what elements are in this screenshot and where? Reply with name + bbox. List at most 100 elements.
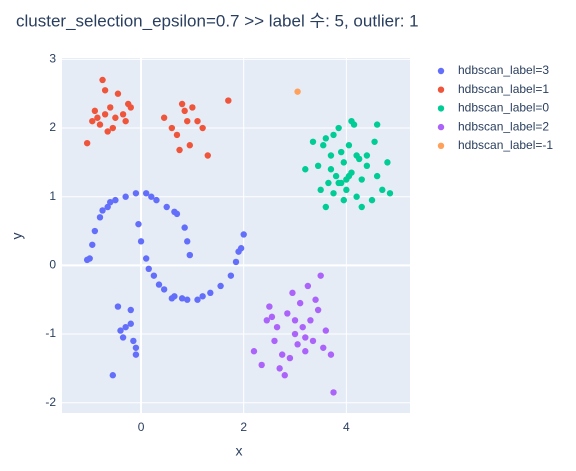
point [353, 193, 360, 200]
point [132, 190, 140, 197]
point [268, 313, 276, 321]
legend-marker[interactable] [437, 105, 445, 112]
legend-marker[interactable] [437, 67, 445, 75]
point [127, 320, 134, 327]
legend-label[interactable]: hdbscan_label=1 [458, 82, 549, 96]
y-tick-label: -1 [45, 326, 56, 340]
point [101, 111, 109, 118]
point [327, 351, 335, 358]
x-axis-title: x [236, 443, 243, 459]
legend-label[interactable]: hdbscan_label=3 [458, 63, 549, 77]
point [332, 172, 340, 180]
point [373, 121, 381, 128]
point [181, 107, 188, 115]
point [91, 227, 99, 235]
legend-label[interactable]: hdbscan_label=0 [458, 101, 549, 115]
point [109, 372, 117, 379]
point [142, 255, 150, 262]
point [122, 193, 129, 200]
point [314, 306, 322, 314]
point [322, 203, 330, 211]
point [104, 203, 111, 211]
point [309, 337, 317, 345]
point [155, 281, 163, 288]
point [307, 317, 314, 324]
legend-label[interactable]: hdbscan_label=-1 [458, 138, 553, 152]
point [335, 179, 342, 187]
point [94, 114, 101, 121]
point [276, 365, 283, 372]
y-tick-label: 2 [49, 120, 56, 134]
point [327, 152, 335, 159]
point [320, 344, 327, 351]
point [114, 90, 122, 97]
point [132, 351, 140, 358]
point [345, 172, 353, 180]
point [109, 124, 117, 132]
point [171, 208, 178, 216]
point [353, 152, 360, 159]
point [338, 148, 345, 156]
point [299, 323, 306, 331]
point [379, 186, 386, 194]
point [312, 296, 319, 303]
point [371, 138, 378, 145]
point [302, 348, 309, 355]
point [278, 351, 286, 358]
point [343, 186, 350, 194]
point [89, 117, 96, 125]
point [225, 97, 232, 104]
point [117, 327, 124, 334]
point [122, 323, 129, 331]
point [320, 142, 327, 149]
y-tick-label: 0 [49, 258, 56, 272]
point [302, 166, 309, 173]
legend-marker[interactable] [437, 86, 445, 93]
point [160, 114, 168, 121]
point [194, 296, 201, 303]
point [145, 265, 152, 273]
point [330, 389, 337, 396]
point [322, 135, 330, 142]
point [135, 220, 142, 228]
point [296, 299, 304, 307]
point [178, 100, 186, 108]
point [130, 337, 137, 345]
point [181, 224, 188, 231]
point [340, 159, 347, 166]
legend-marker[interactable] [437, 123, 445, 131]
point [286, 354, 294, 362]
legend-label[interactable]: hdbscan_label=2 [458, 119, 549, 133]
point [119, 111, 127, 118]
point [112, 114, 119, 121]
point [325, 179, 332, 187]
point [284, 310, 291, 317]
point [317, 186, 324, 194]
point [119, 334, 127, 341]
point [217, 282, 224, 290]
point [189, 104, 196, 111]
point [137, 238, 145, 245]
point [363, 162, 371, 170]
point [160, 286, 168, 293]
point [294, 341, 301, 348]
point [127, 306, 134, 314]
point [153, 196, 160, 204]
y-axis-title: y [9, 233, 25, 240]
point [163, 203, 170, 211]
legend-marker[interactable] [437, 142, 445, 149]
point [168, 295, 176, 302]
point [330, 131, 337, 139]
point [302, 334, 309, 341]
point [358, 176, 365, 183]
point [384, 159, 391, 166]
point [112, 196, 119, 204]
point [83, 139, 91, 147]
point [235, 248, 242, 255]
point [273, 323, 281, 331]
point [96, 121, 104, 128]
point [322, 327, 330, 334]
point [345, 142, 353, 149]
plot-area [62, 58, 410, 413]
